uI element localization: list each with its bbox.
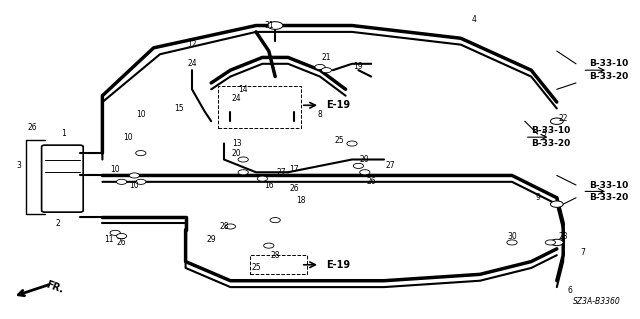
Text: 27: 27 [385,161,396,170]
Text: 8: 8 [317,110,323,119]
Circle shape [550,239,563,246]
Text: 9: 9 [535,193,540,202]
Text: 22: 22 [559,114,568,122]
Text: 12: 12 [188,40,196,49]
Circle shape [360,170,370,175]
Text: 25: 25 [334,136,344,145]
Text: 1: 1 [61,130,67,138]
Circle shape [136,179,146,184]
Text: 25: 25 [251,263,261,272]
Circle shape [257,176,268,181]
Text: 2: 2 [55,219,60,228]
Text: 31: 31 [264,21,274,30]
Circle shape [347,141,357,146]
Text: 20: 20 [232,149,242,158]
Text: 10: 10 [129,181,140,189]
Circle shape [268,22,283,29]
FancyBboxPatch shape [42,145,83,212]
Circle shape [545,240,556,245]
Circle shape [129,173,140,178]
Circle shape [116,179,127,184]
Circle shape [550,201,563,207]
Text: 26: 26 [116,238,127,247]
Circle shape [507,240,517,245]
Circle shape [225,224,236,229]
Text: 26: 26 [366,177,376,186]
Text: B-33-10: B-33-10 [531,126,570,135]
Circle shape [238,157,248,162]
Text: B-33-10: B-33-10 [589,181,628,189]
Circle shape [238,170,248,175]
Text: 26: 26 [289,184,300,193]
Text: 6: 6 [567,286,572,295]
Text: 10: 10 [110,165,120,174]
Text: E-19: E-19 [326,260,351,270]
Circle shape [550,118,563,124]
Text: 10: 10 [123,133,133,142]
Circle shape [321,68,332,73]
Text: 28: 28 [271,251,280,260]
Text: 18: 18 [296,197,305,205]
Text: 17: 17 [289,165,300,174]
Text: 24: 24 [187,59,197,68]
Circle shape [353,163,364,168]
Text: 19: 19 [353,63,364,71]
Text: B-33-20: B-33-20 [589,193,628,202]
Circle shape [116,234,127,239]
Text: 27: 27 [276,168,287,177]
Circle shape [110,230,120,235]
Text: 21: 21 [322,53,331,62]
Text: FR.: FR. [45,279,65,295]
Text: B-33-20: B-33-20 [531,139,570,148]
Text: 10: 10 [136,110,146,119]
Text: E-19: E-19 [326,100,351,110]
Text: 13: 13 [232,139,242,148]
Text: 4: 4 [471,15,476,24]
Text: SZ3A-B3360: SZ3A-B3360 [573,297,621,306]
Circle shape [270,218,280,223]
Circle shape [136,151,146,156]
Text: 11: 11 [104,235,113,244]
Text: B-33-10: B-33-10 [589,59,628,68]
Text: 28: 28 [220,222,228,231]
Text: 5: 5 [541,130,547,138]
Text: 3: 3 [17,161,22,170]
Text: 7: 7 [580,248,585,256]
Text: 14: 14 [238,85,248,94]
Text: 24: 24 [232,94,242,103]
Text: 23: 23 [558,232,568,241]
Text: 15: 15 [174,104,184,113]
Text: 20: 20 [360,155,370,164]
Text: 26: 26 [27,123,37,132]
Text: 16: 16 [264,181,274,189]
Text: 29: 29 [206,235,216,244]
Text: 30: 30 [507,232,517,241]
Circle shape [264,243,274,248]
Text: B-33-20: B-33-20 [589,72,628,81]
Circle shape [315,64,325,70]
